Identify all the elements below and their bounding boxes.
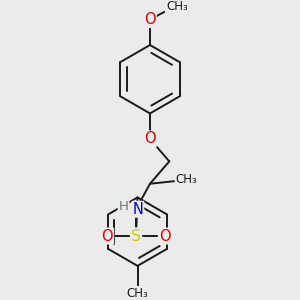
Text: H: H bbox=[118, 200, 128, 213]
Text: O: O bbox=[159, 229, 170, 244]
Text: O: O bbox=[144, 12, 156, 27]
Text: S: S bbox=[131, 229, 141, 244]
Text: CH₃: CH₃ bbox=[176, 173, 197, 186]
Text: CH₃: CH₃ bbox=[166, 0, 188, 13]
Text: O: O bbox=[144, 131, 156, 146]
Text: CH₃: CH₃ bbox=[127, 287, 148, 300]
Text: N: N bbox=[132, 202, 143, 217]
Text: O: O bbox=[102, 229, 113, 244]
